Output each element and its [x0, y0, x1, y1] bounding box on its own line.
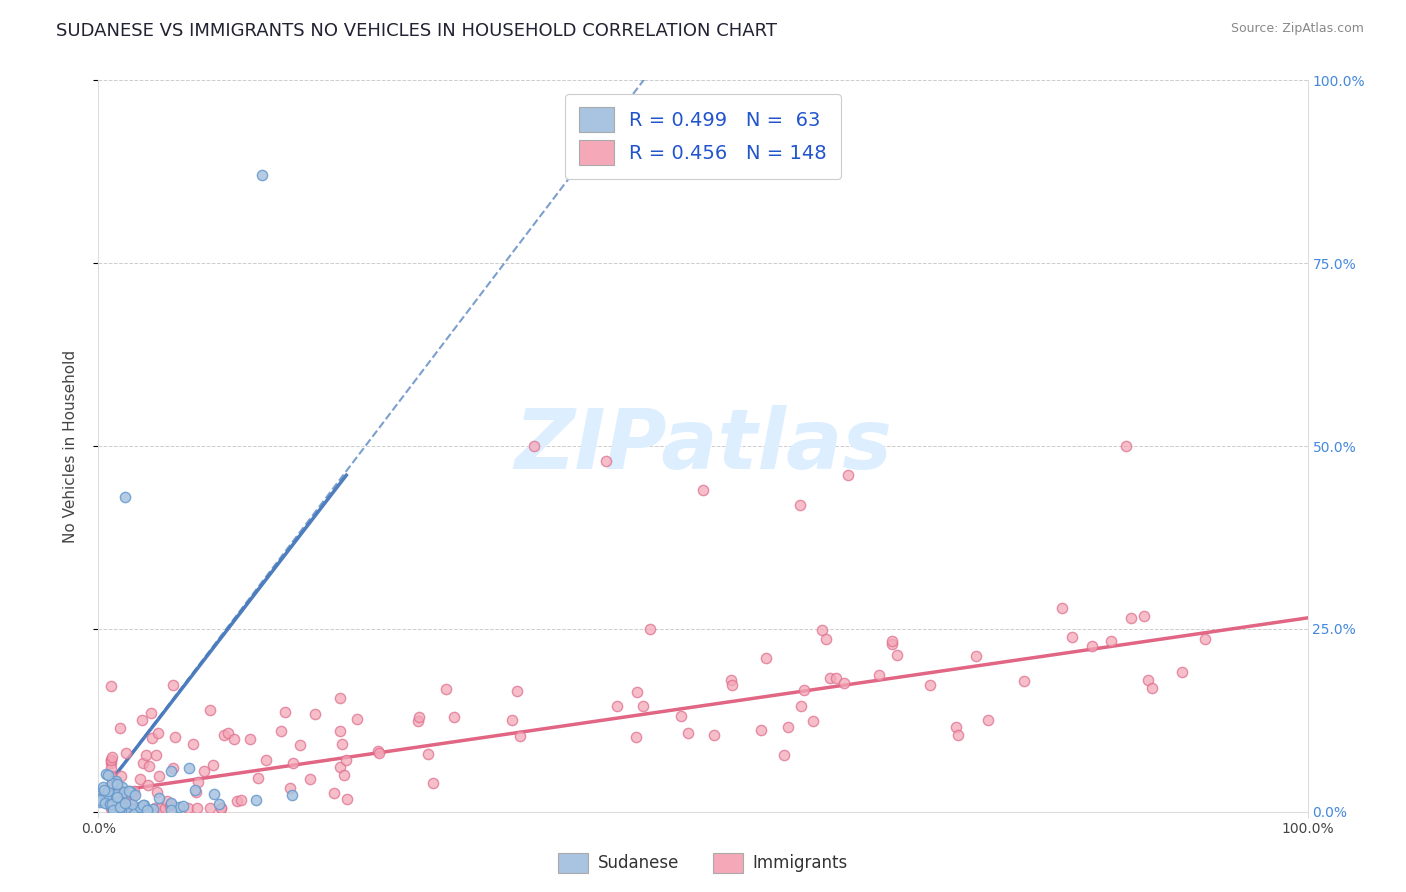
Point	[90, 791, 112, 805]
Point	[139, 706, 162, 721]
Point	[132, 801, 155, 815]
Point	[111, 780, 134, 794]
Point	[1136, 673, 1159, 687]
Point	[676, 726, 699, 740]
Point	[948, 728, 970, 742]
Point	[160, 797, 183, 811]
Point	[101, 776, 124, 790]
Point	[224, 731, 246, 746]
Point	[100, 756, 122, 770]
Point	[225, 794, 247, 808]
Point	[368, 747, 391, 761]
Point	[148, 790, 170, 805]
Point	[104, 773, 127, 788]
Point	[1142, 681, 1164, 696]
Point	[105, 803, 128, 817]
Point	[121, 797, 143, 811]
Point	[501, 714, 523, 728]
Point	[772, 747, 794, 762]
Point	[135, 803, 157, 817]
Point	[254, 753, 277, 767]
Point	[118, 796, 141, 810]
Point	[329, 724, 352, 739]
Point	[186, 785, 208, 799]
Point	[186, 801, 208, 815]
Point	[336, 792, 359, 806]
Point	[89, 793, 111, 807]
Point	[100, 769, 122, 783]
Point	[160, 797, 183, 812]
Point	[162, 761, 184, 775]
Point	[100, 797, 122, 811]
Point	[136, 803, 159, 817]
Point	[246, 771, 269, 785]
Point	[416, 747, 439, 761]
Point	[97, 789, 120, 803]
Point	[122, 801, 145, 815]
Point	[1132, 609, 1154, 624]
Point	[100, 793, 122, 807]
Point	[187, 775, 209, 789]
Point	[177, 761, 200, 775]
Point	[801, 714, 824, 729]
Point	[145, 747, 167, 762]
Point	[97, 768, 120, 782]
Point	[886, 648, 908, 662]
Point	[172, 798, 194, 813]
Point	[281, 788, 304, 802]
Point	[100, 785, 122, 799]
Point	[129, 772, 152, 786]
Point	[193, 764, 215, 778]
Point	[146, 726, 169, 740]
Point	[100, 679, 122, 693]
Point	[100, 761, 122, 775]
Point	[506, 684, 529, 698]
Point	[89, 795, 111, 809]
Point	[245, 792, 267, 806]
Text: ZIPatlas: ZIPatlas	[515, 406, 891, 486]
Point	[101, 800, 124, 814]
Point	[837, 468, 859, 483]
Point	[880, 634, 903, 648]
Point	[101, 799, 124, 814]
Point	[443, 710, 465, 724]
Point	[181, 737, 204, 751]
Point	[523, 439, 546, 453]
Point	[90, 788, 112, 802]
Point	[111, 789, 134, 803]
Point	[814, 632, 837, 646]
Point	[229, 793, 252, 807]
Point	[101, 750, 124, 764]
Point	[274, 706, 297, 720]
Point	[322, 786, 344, 800]
Point	[811, 623, 834, 637]
Point	[329, 691, 352, 706]
Point	[626, 684, 648, 698]
Point	[114, 796, 136, 810]
Point	[131, 797, 153, 812]
Point	[111, 801, 134, 815]
Point	[100, 801, 122, 815]
Point	[703, 728, 725, 742]
Point	[212, 728, 235, 742]
Point	[165, 731, 187, 745]
Point	[198, 801, 221, 815]
Point	[198, 703, 221, 717]
Point	[595, 453, 617, 467]
Point	[160, 803, 183, 817]
Point	[101, 803, 124, 817]
Point	[142, 802, 165, 816]
Point	[281, 756, 304, 770]
Point	[131, 713, 153, 727]
Point	[138, 759, 160, 773]
Point	[107, 780, 129, 794]
Point	[110, 769, 132, 783]
Point	[100, 753, 122, 767]
Point	[91, 780, 114, 795]
Point	[108, 797, 131, 812]
Point	[100, 779, 122, 793]
Point	[159, 799, 181, 814]
Point	[669, 708, 692, 723]
Point	[1115, 439, 1137, 453]
